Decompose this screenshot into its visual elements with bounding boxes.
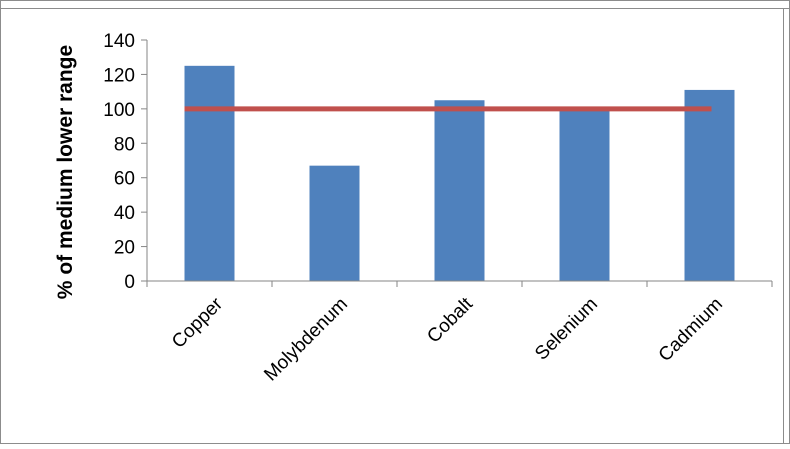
y-tick-label: 140	[103, 31, 135, 52]
bar-copper	[184, 65, 235, 281]
y-tick-label: 20	[114, 238, 135, 259]
bar-cobalt	[434, 100, 485, 281]
y-tick-label: 100	[103, 100, 135, 121]
y-axis-title: % of medium lower range	[54, 45, 77, 299]
y-tick-label: 0	[124, 272, 135, 293]
bar-selenium	[559, 108, 610, 281]
y-tick-label: 60	[114, 169, 135, 190]
y-tick-label: 80	[114, 134, 135, 155]
bar-molybdenum	[309, 165, 360, 281]
y-tick-label: 40	[114, 203, 135, 224]
bar-cadmium	[684, 89, 735, 282]
y-tick-label: 120	[103, 65, 135, 86]
